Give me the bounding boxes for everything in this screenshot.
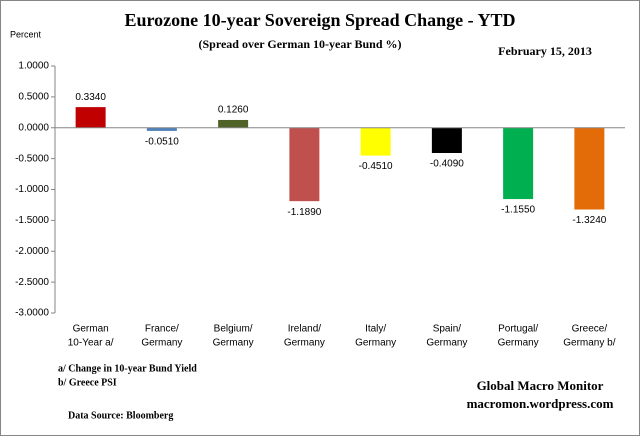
value-label: -0.0510	[145, 137, 179, 148]
note: a/ Change in 10-year Bund Yield	[58, 363, 197, 374]
x-tick-label: Germany	[355, 338, 396, 349]
y-tick-label: 0.0000	[18, 122, 49, 133]
x-tick-label: France/	[145, 324, 179, 335]
bar	[146, 127, 177, 131]
bar	[503, 127, 534, 200]
bar	[574, 127, 605, 210]
y-tick-label: -1.5000	[15, 215, 49, 226]
credit: macromon.wordpress.com	[467, 396, 614, 411]
value-label: 0.1260	[218, 105, 249, 116]
bar	[289, 127, 320, 202]
bar	[360, 127, 391, 156]
x-tick-label: Spain/	[433, 324, 462, 335]
credit: Global Macro Monitor	[477, 378, 604, 393]
x-tick-label: Ireland/	[288, 324, 322, 335]
x-tick-label: Italy/	[365, 324, 386, 335]
y-tick-label: -1.0000	[15, 184, 49, 195]
chart-subtitle: (Spread over German 10-year Bund %)	[199, 37, 402, 51]
x-tick-label: Greece/	[572, 324, 608, 335]
y-tick-label: -2.5000	[15, 277, 49, 288]
x-tick-label: Portugal/	[498, 324, 538, 335]
x-tick-label: Germany b/	[563, 338, 615, 349]
value-label: -1.3240	[572, 215, 606, 226]
y-tick-label: -2.0000	[15, 246, 49, 257]
bar	[431, 127, 462, 154]
bar	[75, 107, 106, 128]
x-tick-label: Germany	[141, 338, 182, 349]
value-label: -1.1890	[287, 207, 321, 218]
x-tick-label: Germany	[284, 338, 325, 349]
x-tick-label: Germany	[426, 338, 467, 349]
note: b/ Greece PSI	[58, 377, 117, 388]
value-label: -0.4510	[359, 161, 393, 172]
y-tick-label: 0.5000	[18, 92, 49, 103]
y-tick-label: 1.0000	[18, 61, 49, 72]
bar	[218, 119, 249, 128]
y-tick-label: -3.0000	[15, 308, 49, 319]
chart-title: Eurozone 10-year Sovereign Spread Change…	[124, 10, 515, 30]
x-tick-label: Germany	[213, 338, 254, 349]
y-axis-label: Percent	[10, 29, 42, 39]
value-label: -1.1550	[501, 205, 535, 216]
source: Data Source: Bloomberg	[68, 410, 173, 421]
x-tick-label: 10-Year a/	[68, 338, 114, 349]
x-tick-label: Germany	[498, 338, 539, 349]
value-label: -0.4090	[430, 159, 464, 170]
value-label: 0.3340	[75, 92, 106, 103]
x-tick-label: Belgium/	[214, 324, 253, 335]
y-tick-label: -0.5000	[15, 153, 49, 164]
x-tick-label: German	[73, 324, 109, 335]
chart-date: February 15, 2013	[498, 44, 592, 58]
